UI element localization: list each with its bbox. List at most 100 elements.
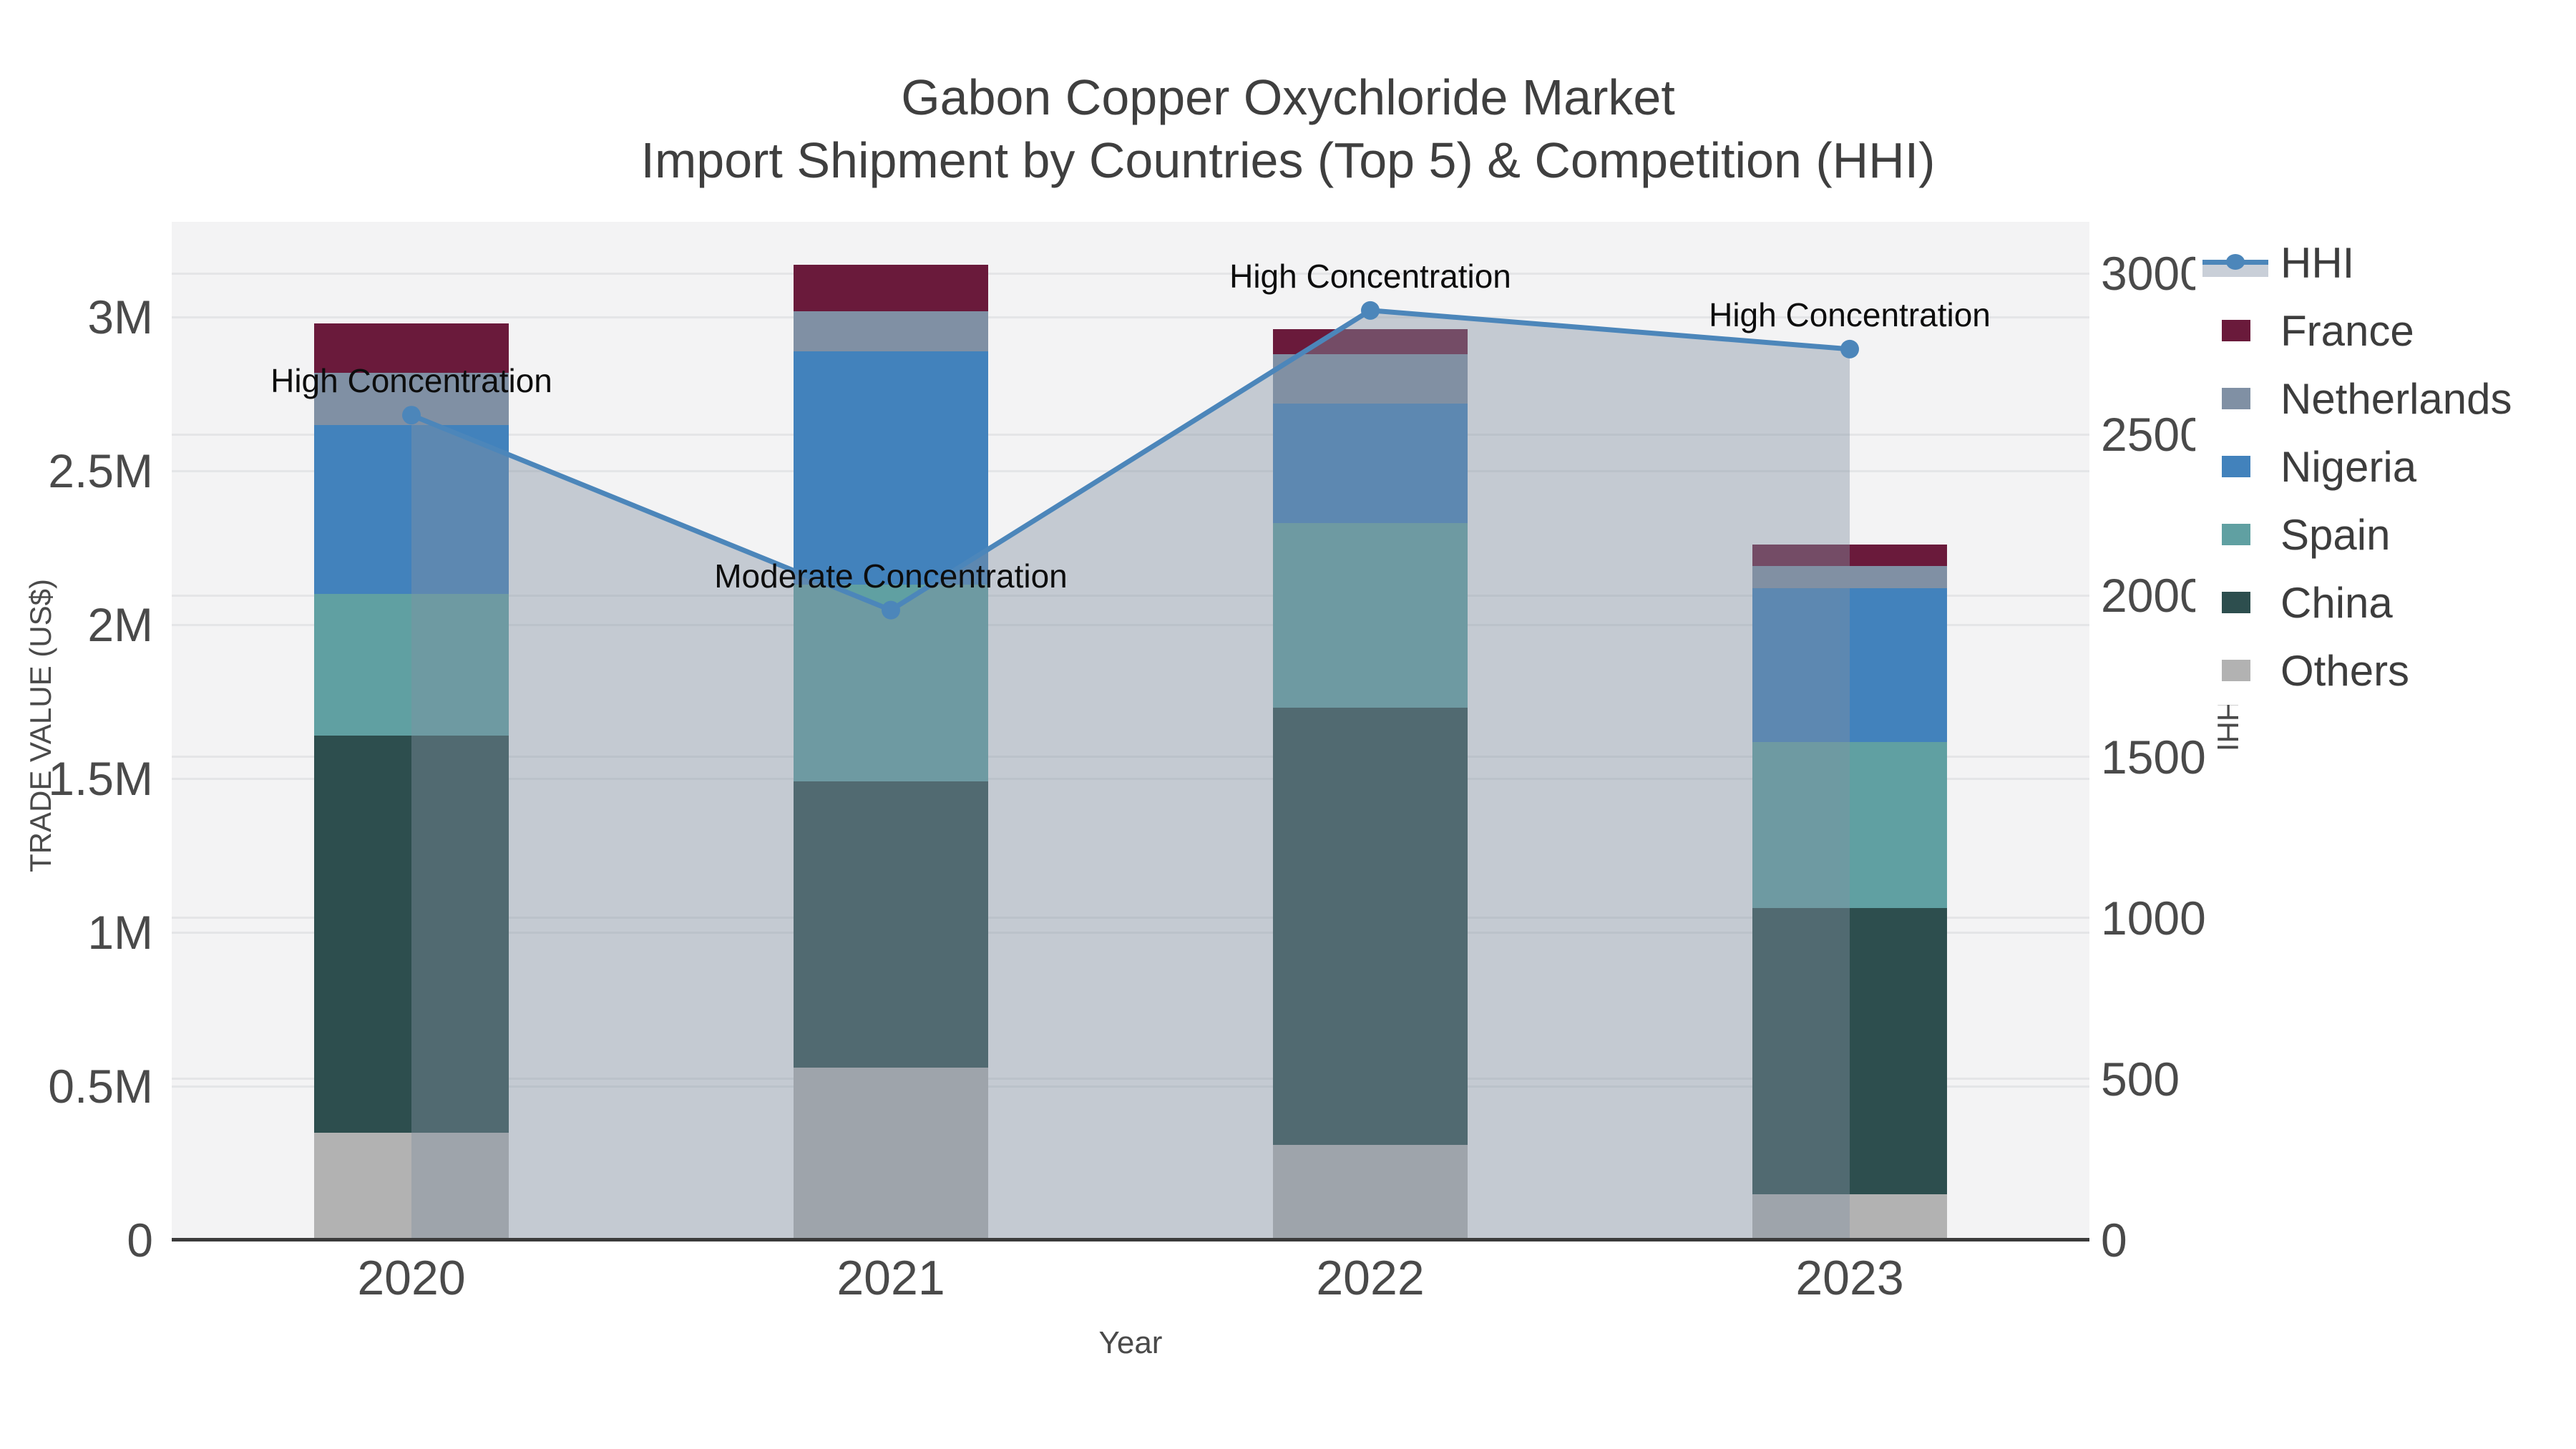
bar-segment-nigeria-2020[interactable] — [314, 424, 509, 595]
legend-color-square — [2222, 660, 2250, 681]
chart-title-line1: Gabon Copper Oxychloride Market — [901, 69, 1675, 125]
y-axis-title-right: HHI — [2211, 699, 2245, 752]
bar-segment-france-2020[interactable] — [314, 323, 509, 373]
gridline-left — [172, 316, 2089, 318]
legend-item-hhi[interactable]: HHI — [2195, 229, 2576, 297]
hhi-marker-2022[interactable] — [1361, 301, 1380, 320]
legend-label: Others — [2280, 647, 2410, 695]
y-tick-right-1000: 1000 — [2101, 891, 2206, 945]
gridline-right — [172, 917, 2089, 919]
bar-segment-france-2021[interactable] — [794, 265, 988, 311]
gridline-right — [172, 272, 2089, 275]
gridline-left — [172, 469, 2089, 472]
legend-item-france[interactable]: France — [2195, 297, 2576, 365]
hhi-marker-2020[interactable] — [402, 406, 421, 425]
y-tick-right-3000: 3000 — [2101, 247, 2206, 301]
bar-segment-others-2021[interactable] — [794, 1068, 988, 1240]
hhi-fill-band — [2202, 265, 2268, 277]
gridline-right — [172, 594, 2089, 597]
bar-segment-china-2020[interactable] — [314, 735, 509, 1133]
y-tick-right-500: 500 — [2101, 1052, 2180, 1106]
y-tick-right-2000: 2000 — [2101, 569, 2206, 623]
hhi-markers — [402, 301, 1859, 620]
legend-label: HHI — [2280, 239, 2355, 287]
legend-swatch-icon — [2195, 297, 2280, 365]
legend-color-square — [2222, 320, 2250, 341]
bar-segment-china-2022[interactable] — [1273, 708, 1468, 1145]
plot-area: High Concentration Moderate Concentration… — [172, 222, 2089, 1241]
legend-color-square — [2222, 388, 2250, 409]
legend-color-square — [2222, 524, 2250, 545]
bar-segment-spain-2023[interactable] — [1752, 741, 1947, 908]
legend-label: France — [2280, 307, 2414, 355]
legend-label: Netherlands — [2280, 375, 2512, 423]
hhi-marker-dot — [2226, 254, 2245, 270]
gridline-left — [172, 623, 2089, 626]
annotation-2021: Moderate Concentration — [714, 557, 1068, 595]
bar-segment-china-2021[interactable] — [794, 781, 988, 1068]
gridline-left — [172, 931, 2089, 934]
legend-label: Spain — [2280, 511, 2391, 559]
x-axis-title: Year — [1098, 1325, 1163, 1360]
y-tick-left-2.5M: 2.5M — [48, 444, 153, 498]
legend: HHI France Netherlands Nigeria Spain China Oth… — [2195, 229, 2576, 705]
bar-segment-others-2022[interactable] — [1273, 1144, 1468, 1240]
bar-segment-spain-2022[interactable] — [1273, 523, 1468, 708]
y-tick-left-1.5M: 1.5M — [48, 752, 153, 806]
y-tick-right-0: 0 — [2101, 1214, 2127, 1267]
legend-swatch-icon — [2195, 433, 2280, 501]
y-tick-left-2M: 2M — [87, 598, 153, 652]
legend-item-nigeria[interactable]: Nigeria — [2195, 433, 2576, 501]
hhi-marker-2021[interactable] — [882, 600, 900, 620]
chart-title: Gabon Copper Oxychloride Market Import S… — [0, 66, 2576, 192]
bar-segment-spain-2020[interactable] — [314, 594, 509, 736]
bar-segment-france-2023[interactable] — [1752, 545, 1947, 567]
bar-segment-nigeria-2023[interactable] — [1752, 587, 1947, 742]
gridline-left — [172, 1085, 2089, 1088]
annotation-2023: High Concentration — [1709, 296, 1991, 333]
chart-title-line2: Import Shipment by Countries (Top 5) & C… — [640, 132, 1936, 188]
y-tick-right-2500: 2500 — [2101, 408, 2206, 462]
legend-item-spain[interactable]: Spain — [2195, 501, 2576, 569]
bar-segment-others-2023[interactable] — [1752, 1194, 1947, 1240]
y-tick-left-0: 0 — [127, 1214, 153, 1267]
annotation-2020: High Concentration — [270, 362, 552, 400]
x-tick-2022: 2022 — [1316, 1251, 1425, 1305]
legend-swatch-icon — [2195, 501, 2280, 569]
y-tick-left-3M: 3M — [87, 291, 153, 344]
legend-swatch-icon — [2195, 365, 2280, 433]
bar-segment-netherlands-2023[interactable] — [1752, 566, 1947, 588]
legend-item-netherlands[interactable]: Netherlands — [2195, 365, 2576, 433]
legend-item-others[interactable]: Others — [2195, 637, 2576, 705]
bar-segment-china-2023[interactable] — [1752, 907, 1947, 1194]
y-tick-left-1M: 1M — [87, 906, 153, 960]
y-axis-title-left: TRADE VALUE (US$) — [24, 579, 57, 872]
bar-segment-nigeria-2022[interactable] — [1273, 403, 1468, 524]
hhi-line-layer — [402, 301, 1859, 1240]
legend-label: China — [2280, 579, 2393, 627]
legend-swatch-icon — [2195, 637, 2280, 705]
gridline-right — [172, 433, 2089, 436]
x-tick-2023: 2023 — [1795, 1251, 1904, 1305]
hhi-line — [410, 308, 1850, 613]
legend-color-square — [2222, 592, 2250, 613]
x-tick-2021: 2021 — [836, 1251, 945, 1305]
gridline-left — [172, 777, 2089, 780]
hhi-area-fill — [411, 310, 1850, 1240]
hhi-line-sample-icon — [2195, 229, 2280, 297]
y-tick-left-0.5M: 0.5M — [48, 1060, 153, 1113]
legend-color-square — [2222, 456, 2250, 477]
bar-segment-others-2020[interactable] — [314, 1132, 509, 1240]
x-axis-line — [172, 1238, 2089, 1241]
bar-segment-nigeria-2021[interactable] — [794, 351, 988, 585]
bar-segment-netherlands-2021[interactable] — [794, 311, 988, 351]
legend-label: Nigeria — [2280, 443, 2417, 491]
hhi-marker-2023[interactable] — [1840, 339, 1859, 358]
legend-swatch-icon — [2195, 569, 2280, 637]
bar-segment-netherlands-2022[interactable] — [1273, 353, 1468, 404]
x-tick-2020: 2020 — [357, 1251, 466, 1305]
legend-item-china[interactable]: China — [2195, 569, 2576, 637]
y-tick-right-1500: 1500 — [2101, 730, 2206, 784]
gridline-right — [172, 1078, 2089, 1080]
